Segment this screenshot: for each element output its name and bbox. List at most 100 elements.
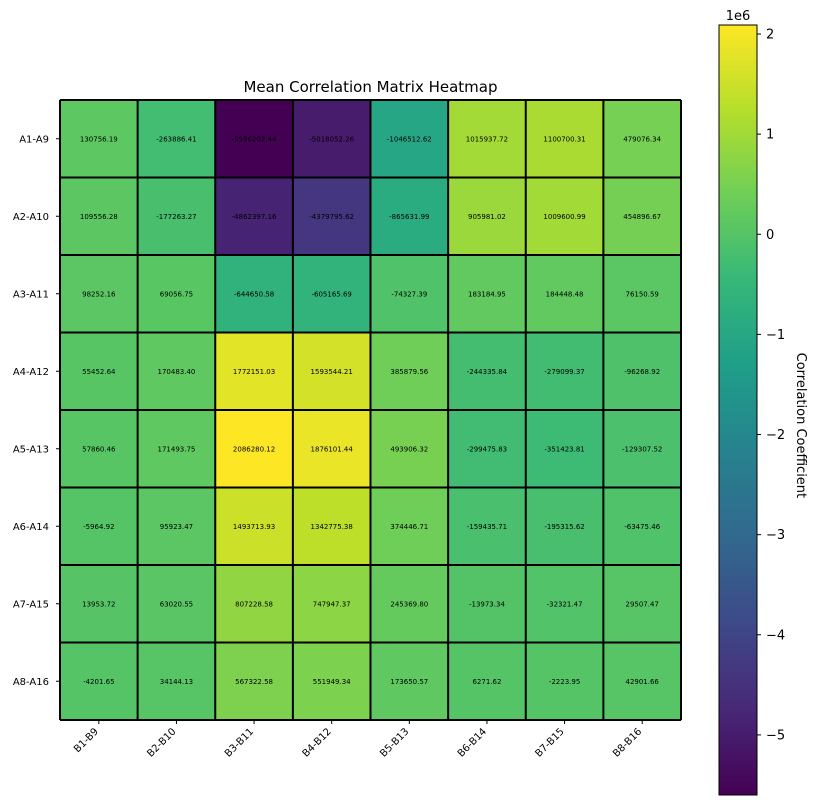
- heatmap-cell: [292, 332, 371, 411]
- heatmap-cell: [370, 177, 449, 256]
- colorbar-tick-label: 2: [766, 28, 774, 43]
- x-tick-label: B6-B14: [456, 726, 489, 759]
- cell-value-label: -4379795.62: [309, 213, 354, 221]
- cell-value-label: -644650.58: [234, 290, 274, 298]
- cell-value-label: -96268.92: [624, 368, 660, 376]
- cell-value-label: -2223.95: [549, 678, 580, 686]
- heatmap-cell: [370, 332, 449, 411]
- cell-value-label: 1342775.38: [311, 523, 353, 531]
- x-tick-label: B2-B10: [145, 726, 178, 759]
- heatmap-cell: [525, 642, 604, 721]
- cell-value-label: 184448.48: [546, 290, 584, 298]
- heatmap-cell: [292, 642, 371, 721]
- colorbar-tick-label: 1: [766, 128, 774, 143]
- cell-value-labels: 130756.19 -263886.41 -5596202.44 -5018052.2…: [80, 135, 663, 686]
- cell-value-label: 1009600.99: [543, 213, 585, 221]
- heatmap-cell: [448, 255, 527, 333]
- cell-value-label: 42901.66: [625, 678, 659, 686]
- heatmap-cell: [370, 100, 449, 178]
- colorbar-tick-label: −2: [766, 428, 785, 443]
- heatmap-cell: [448, 100, 527, 178]
- heatmap-cell: [60, 255, 139, 333]
- heatmap-cell: [370, 410, 449, 488]
- cell-value-label: -129307.52: [622, 445, 662, 453]
- cell-value-label: -74327.39: [391, 290, 427, 298]
- heatmap-cell: [603, 642, 682, 721]
- heatmap-cell: [525, 255, 604, 333]
- cell-value-label: 76150.59: [625, 290, 658, 298]
- heatmap-cell: [603, 410, 682, 488]
- heatmap-cell: [60, 177, 139, 256]
- heatmap-cell: [292, 177, 371, 256]
- heatmap-cell: [370, 565, 449, 643]
- colorbar-tick-label: 0: [766, 228, 774, 243]
- y-tick-label: A7-A15: [13, 599, 49, 610]
- heatmap-cell: [292, 410, 371, 488]
- cell-value-label: 171493.75: [158, 445, 196, 453]
- cell-value-label: 63020.55: [160, 600, 193, 608]
- x-tick-label: B3-B11: [223, 726, 256, 759]
- heatmap-cell: [448, 565, 527, 643]
- heatmap-cell: [137, 410, 216, 488]
- heatmap-cell: [60, 642, 139, 721]
- cell-value-label: 551949.34: [313, 678, 351, 686]
- cell-value-label: 29507.47: [625, 600, 658, 608]
- cell-value-label: 1772151.03: [233, 368, 275, 376]
- y-tick-label: A4-A12: [13, 367, 49, 378]
- cell-value-label: 170483.40: [158, 368, 196, 376]
- heatmap-cell: [60, 565, 139, 643]
- cell-value-label: 109556.28: [80, 213, 118, 221]
- cell-value-label: 57860.46: [82, 445, 116, 453]
- heatmap-cell: [525, 177, 604, 256]
- heatmap-gridlines: [59, 99, 682, 721]
- colorbar-tick-label: −1: [766, 328, 785, 343]
- cell-value-label: 567322.58: [235, 678, 273, 686]
- cell-value-label: 1100700.31: [543, 135, 585, 143]
- heatmap-cell: [603, 177, 682, 256]
- cell-value-label: -13973.34: [469, 600, 505, 608]
- heatmap-cell: [60, 410, 139, 488]
- y-tick-label: A8-A16: [13, 677, 49, 688]
- y-tick-label: A5-A13: [13, 444, 49, 455]
- cell-value-label: -279099.37: [544, 368, 584, 376]
- cell-value-label: -351423.81: [544, 445, 584, 453]
- heatmap-cell: [603, 255, 682, 333]
- heatmap-cell: [292, 565, 371, 643]
- cell-value-label: -4862397.16: [232, 213, 277, 221]
- heatmap-cell: [448, 487, 527, 566]
- cell-value-label: 479076.34: [623, 135, 661, 143]
- heatmap-cell: [60, 332, 139, 411]
- colorbar-tick-label: −4: [766, 628, 785, 643]
- heatmap-cell: [215, 100, 294, 178]
- heatmap-cell: [137, 642, 216, 721]
- heatmap-cell: [292, 255, 371, 333]
- heatmap-cell: [215, 410, 294, 488]
- cell-value-label: -32321.47: [547, 600, 583, 608]
- heatmap-cell: [448, 177, 527, 256]
- heatmap-cell: [137, 332, 216, 411]
- heatmap-cell: [525, 410, 604, 488]
- heatmap-cell: [215, 332, 294, 411]
- heatmap-cell: [603, 100, 682, 178]
- x-tick-label: B8-B16: [611, 726, 644, 759]
- x-tick-label: B5-B13: [378, 726, 411, 759]
- heatmap-cell: [137, 565, 216, 643]
- heatmap-cell: [60, 487, 139, 566]
- cell-value-label: 1493713.93: [233, 523, 275, 531]
- colorbar-gradient: [718, 24, 758, 796]
- cell-value-label: 95923.47: [160, 523, 193, 531]
- colorbar-tick-label: −3: [766, 528, 785, 543]
- cell-value-label: -5018052.26: [309, 135, 354, 143]
- cell-value-label: 454896.67: [623, 213, 661, 221]
- cell-value-label: 1015937.72: [466, 135, 508, 143]
- heatmap-cell: [215, 487, 294, 566]
- cell-value-label: -1046512.62: [387, 135, 432, 143]
- cell-value-label: 374446.71: [390, 523, 428, 531]
- colorbar-tick-label: −5: [766, 728, 785, 743]
- cell-value-label: -177263.27: [156, 213, 196, 221]
- cell-value-label: 69056.75: [160, 290, 193, 298]
- cell-value-label: 493906.32: [390, 445, 428, 453]
- cell-value-label: 55452.64: [82, 368, 116, 376]
- cell-value-label: 245369.80: [390, 600, 428, 608]
- y-tick-label: A2-A10: [13, 212, 49, 223]
